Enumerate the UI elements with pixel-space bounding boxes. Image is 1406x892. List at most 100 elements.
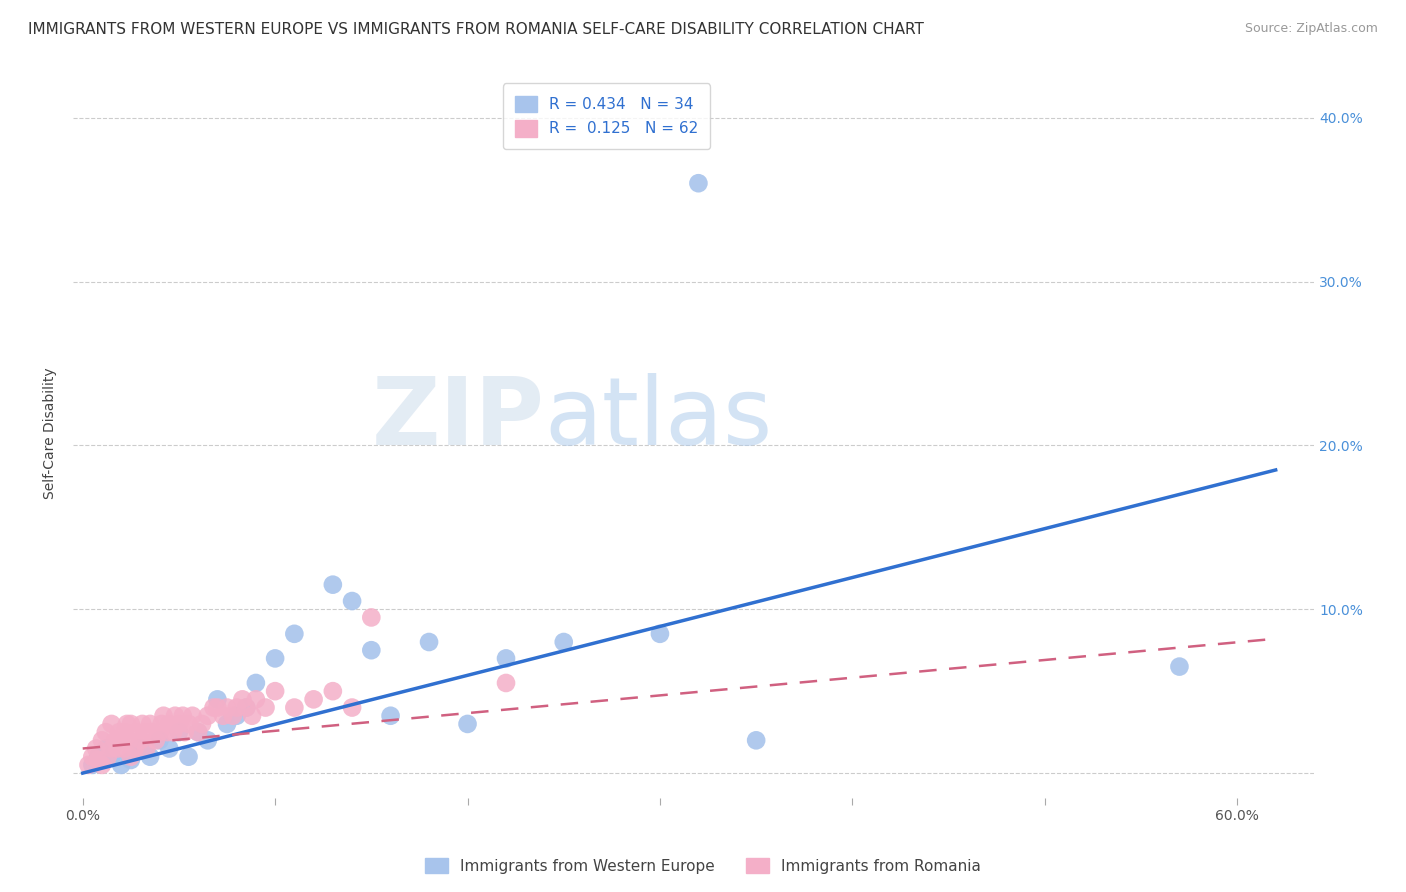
Point xyxy=(149,733,172,747)
Point xyxy=(340,594,363,608)
Point xyxy=(380,708,402,723)
Text: atlas: atlas xyxy=(544,373,773,465)
Point xyxy=(120,749,142,764)
Point xyxy=(135,741,157,756)
Point xyxy=(87,749,110,764)
Point xyxy=(145,733,167,747)
Point xyxy=(264,651,287,665)
Point xyxy=(129,733,152,747)
Point xyxy=(1168,659,1191,673)
Point xyxy=(495,676,517,690)
Point xyxy=(222,708,245,723)
Point xyxy=(91,733,114,747)
Point xyxy=(264,684,287,698)
Point xyxy=(115,717,138,731)
Point xyxy=(360,610,382,624)
Point xyxy=(167,725,190,739)
Point xyxy=(125,725,148,739)
Point xyxy=(215,717,238,731)
Point xyxy=(97,749,120,764)
Point xyxy=(139,717,162,731)
Legend: R = 0.434   N = 34, R =  0.125   N = 62: R = 0.434 N = 34, R = 0.125 N = 62 xyxy=(503,84,710,149)
Point xyxy=(215,700,238,714)
Point xyxy=(231,692,253,706)
Point xyxy=(110,733,132,747)
Point xyxy=(104,733,127,747)
Point xyxy=(77,758,100,772)
Point xyxy=(235,700,257,714)
Text: IMMIGRANTS FROM WESTERN EUROPE VS IMMIGRANTS FROM ROMANIA SELF-CARE DISABILITY C: IMMIGRANTS FROM WESTERN EUROPE VS IMMIGR… xyxy=(28,22,924,37)
Point xyxy=(648,627,671,641)
Point xyxy=(82,758,104,772)
Point xyxy=(688,176,710,190)
Point xyxy=(187,725,209,739)
Point xyxy=(457,717,479,731)
Point xyxy=(181,708,204,723)
Point xyxy=(167,717,190,731)
Point xyxy=(150,717,173,731)
Point xyxy=(197,733,219,747)
Point xyxy=(207,700,229,714)
Point xyxy=(110,758,132,772)
Text: ZIP: ZIP xyxy=(371,373,544,465)
Point xyxy=(120,717,142,731)
Point xyxy=(118,733,141,747)
Point xyxy=(225,700,247,714)
Point xyxy=(553,635,575,649)
Point xyxy=(177,717,200,731)
Point xyxy=(172,708,194,723)
Point xyxy=(322,684,344,698)
Point xyxy=(157,717,180,731)
Point xyxy=(141,725,163,739)
Point xyxy=(156,725,179,739)
Y-axis label: Self-Care Disability: Self-Care Disability xyxy=(44,368,58,499)
Point xyxy=(177,749,200,764)
Point xyxy=(173,725,195,739)
Point xyxy=(165,708,187,723)
Point xyxy=(131,717,153,731)
Point xyxy=(254,700,277,714)
Point xyxy=(100,749,122,764)
Point xyxy=(149,725,172,739)
Point xyxy=(235,700,257,714)
Legend: Immigrants from Western Europe, Immigrants from Romania: Immigrants from Western Europe, Immigran… xyxy=(419,852,987,880)
Point xyxy=(245,676,267,690)
Point xyxy=(105,741,128,756)
Point xyxy=(745,733,768,747)
Point xyxy=(302,692,325,706)
Point xyxy=(360,643,382,657)
Point xyxy=(283,700,305,714)
Point xyxy=(418,635,440,649)
Point xyxy=(91,758,114,772)
Point xyxy=(191,717,214,731)
Point xyxy=(120,753,142,767)
Point xyxy=(112,741,135,756)
Point xyxy=(134,725,156,739)
Point xyxy=(129,741,152,756)
Point xyxy=(495,651,517,665)
Point xyxy=(100,717,122,731)
Point xyxy=(197,708,219,723)
Point xyxy=(82,749,104,764)
Point xyxy=(94,741,117,756)
Point xyxy=(94,725,117,739)
Point xyxy=(202,700,225,714)
Point xyxy=(240,708,263,723)
Point xyxy=(212,708,235,723)
Point xyxy=(91,753,114,767)
Point xyxy=(283,627,305,641)
Point xyxy=(207,692,229,706)
Point xyxy=(162,725,184,739)
Point xyxy=(124,741,146,756)
Point xyxy=(340,700,363,714)
Point xyxy=(108,725,131,739)
Point xyxy=(187,725,209,739)
Point xyxy=(100,741,122,756)
Point xyxy=(152,708,174,723)
Point xyxy=(87,753,110,767)
Point xyxy=(225,708,247,723)
Point xyxy=(84,741,107,756)
Point xyxy=(322,577,344,591)
Text: Source: ZipAtlas.com: Source: ZipAtlas.com xyxy=(1244,22,1378,36)
Point xyxy=(245,692,267,706)
